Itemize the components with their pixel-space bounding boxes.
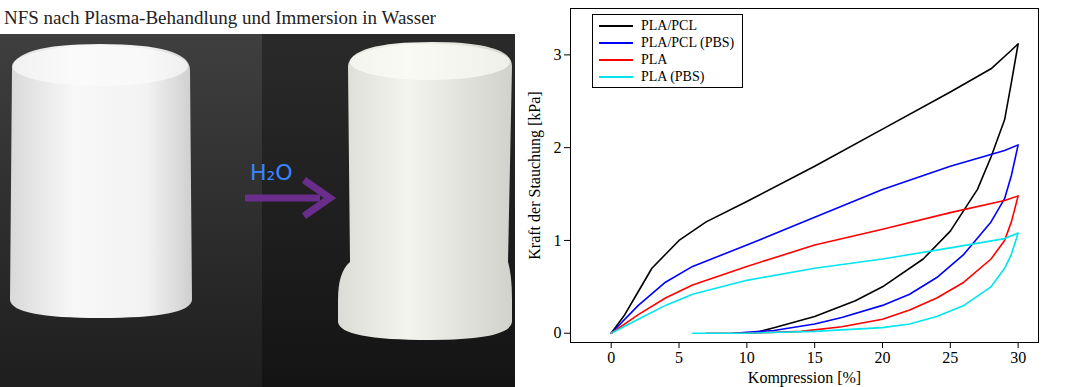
svg-text:30: 30 xyxy=(1010,349,1026,366)
svg-text:NFS nach Plasma-Behandlung und: NFS nach Plasma-Behandlung und Immersion… xyxy=(4,7,437,28)
svg-text:2: 2 xyxy=(554,139,562,156)
svg-text:5: 5 xyxy=(675,349,683,366)
svg-text:Kompression [%]: Kompression [%] xyxy=(748,369,861,387)
svg-text:Kraft der Stauchung [kPa]: Kraft der Stauchung [kPa] xyxy=(526,91,544,259)
svg-text:15: 15 xyxy=(807,349,823,366)
svg-text:10: 10 xyxy=(739,349,755,366)
svg-text:0: 0 xyxy=(554,324,562,341)
html-text:PLA/PCL (PBS): PLA/PCL (PBS) xyxy=(641,35,735,50)
svg-text:3: 3 xyxy=(554,46,562,63)
html-text:PLA: PLA xyxy=(641,52,668,67)
html-text:PLA/PCL: PLA/PCL xyxy=(641,18,697,33)
svg-text:0: 0 xyxy=(607,349,615,366)
html-text:PLA (PBS): PLA (PBS) xyxy=(641,69,705,84)
svg-text:1: 1 xyxy=(554,232,562,249)
svg-text:H₂O: H₂O xyxy=(250,160,293,185)
svg-text:20: 20 xyxy=(875,349,891,366)
svg-text:25: 25 xyxy=(942,349,958,366)
